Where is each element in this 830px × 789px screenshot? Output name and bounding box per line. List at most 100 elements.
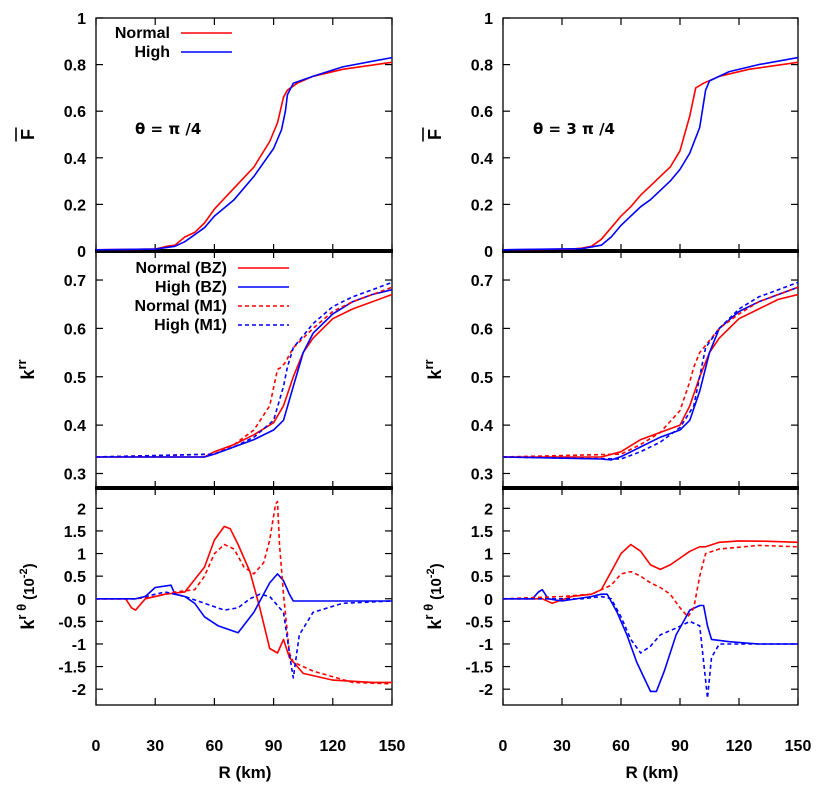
y-tick-label: 0.4 bbox=[64, 151, 86, 168]
y-tick-label: 0.5 bbox=[64, 370, 86, 387]
y-tick-label: -1 bbox=[72, 637, 86, 654]
y-tick-label: 1 bbox=[484, 11, 493, 28]
series-line-high-p1 bbox=[503, 56, 798, 251]
y-axis-label-krt-base: k bbox=[18, 619, 38, 630]
y-tick-label: 0.2 bbox=[471, 197, 493, 214]
series-line-normal-bz-p2 bbox=[96, 293, 392, 458]
x-axis-label-left: R (km) bbox=[219, 763, 272, 782]
series-line-normal-m1-p2 bbox=[96, 286, 392, 458]
y-tick-label: 0.6 bbox=[64, 321, 86, 338]
x-tick-label: 60 bbox=[206, 738, 224, 755]
x-tick-label: 120 bbox=[319, 738, 346, 755]
x-tick-label: 90 bbox=[265, 738, 283, 755]
panel-frame-1-1 bbox=[502, 250, 799, 489]
x-tick-label: 60 bbox=[612, 738, 630, 755]
y-tick-label: -1 bbox=[479, 637, 493, 654]
text-layer: θ = π /4 θ = 3 π /4 R (km) R (km) 0 0.2 0.… bbox=[14, 11, 811, 782]
y-axis-label-F-text: F bbox=[18, 129, 38, 140]
legend-top-label: Normal bbox=[115, 25, 170, 42]
y-tick-label: 0.4 bbox=[471, 418, 493, 435]
y-tick-label: 1.5 bbox=[471, 524, 493, 541]
y-tick-label: 1 bbox=[484, 547, 493, 564]
y-tick-label: 1.5 bbox=[64, 524, 86, 541]
y-axis-label-krr-base: k bbox=[425, 369, 445, 380]
y-axis-label-krr: krr bbox=[421, 359, 445, 379]
series-line-normal-m1-p3 bbox=[503, 286, 798, 458]
y-tick-label: 0 bbox=[484, 244, 493, 261]
y-tick-label: 0.5 bbox=[64, 569, 86, 586]
x-tick-label: 30 bbox=[553, 738, 571, 755]
y-tick-label: 0.5 bbox=[471, 370, 493, 387]
y-axis-label-krr-sup: rr bbox=[14, 359, 29, 369]
legend-mid-label: High (BZ) bbox=[155, 279, 227, 296]
y-tick-label: 0.3 bbox=[471, 466, 493, 483]
y-tick-label: 0.8 bbox=[471, 58, 493, 75]
y-axis-label-krt-base: k bbox=[425, 619, 445, 630]
x-tick-label: 90 bbox=[671, 738, 689, 755]
y-axis-label-krr-base: k bbox=[18, 369, 38, 380]
y-axis-label-krt: kr θ (10-2) bbox=[14, 563, 38, 629]
y-axis-label-krt-unit: (10 bbox=[428, 578, 445, 600]
y-tick-label: -2 bbox=[72, 682, 86, 699]
y-tick-label: 1 bbox=[77, 11, 86, 28]
y-tick-label: -0.5 bbox=[58, 614, 86, 631]
y-tick-label: 0.3 bbox=[64, 466, 86, 483]
y-axis-label-krr-sup: rr bbox=[421, 359, 436, 369]
x-tick-label: 150 bbox=[379, 738, 406, 755]
y-axis-label-krt-text: kr θ (10-2) bbox=[14, 563, 38, 629]
y-axis-label-krt-unit: (10 bbox=[21, 578, 38, 600]
y-tick-label: 0.8 bbox=[64, 58, 86, 75]
y-tick-label: 0.6 bbox=[64, 104, 86, 121]
y-axis-label-krt-unit-exp: -2 bbox=[18, 568, 30, 578]
series-line-normal-m1-p4 bbox=[96, 500, 392, 685]
y-axis-label-krt-text: kr θ (10-2) bbox=[421, 563, 445, 629]
annotation-left: θ = π /4 bbox=[135, 120, 201, 138]
y-tick-label: 0.7 bbox=[471, 273, 493, 290]
y-tick-label: 0 bbox=[484, 592, 493, 609]
y-axis-label-krt-sup: r θ bbox=[421, 604, 436, 620]
series-line-high-bz-p3 bbox=[503, 286, 798, 461]
y-tick-label: 0 bbox=[77, 244, 86, 261]
y-axis-label-F: F bbox=[422, 127, 445, 142]
legend-mid-label: Normal (BZ) bbox=[135, 260, 227, 277]
y-axis-label-krr-text: krr bbox=[421, 359, 445, 379]
y-axis-label-F-text: F bbox=[425, 129, 445, 140]
panel-frame-0-2 bbox=[95, 487, 393, 706]
series-line-high-p0 bbox=[96, 56, 392, 251]
y-axis-label-krr: krr bbox=[14, 359, 38, 379]
y-tick-label: 0 bbox=[77, 592, 86, 609]
series-line-high-m1-p4 bbox=[96, 591, 392, 679]
x-tick-label: 150 bbox=[785, 738, 812, 755]
y-tick-label: 0.4 bbox=[471, 151, 493, 168]
x-tick-label: 0 bbox=[499, 738, 508, 755]
series-line-high-m1-p3 bbox=[503, 281, 798, 460]
series-line-normal-m1-p5 bbox=[503, 544, 798, 618]
y-tick-label: 0.6 bbox=[471, 104, 493, 121]
series-line-high-bz-p4 bbox=[96, 573, 392, 634]
y-axis-label-krt: kr θ (10-2) bbox=[421, 563, 445, 629]
legend-mid-label: High (M1) bbox=[154, 317, 227, 334]
y-axis-label-krt-unit-close: ) bbox=[21, 563, 38, 568]
y-tick-label: 0.4 bbox=[64, 418, 86, 435]
series-line-normal-bz-p5 bbox=[503, 540, 798, 605]
x-tick-label: 120 bbox=[726, 738, 753, 755]
x-tick-label: 30 bbox=[146, 738, 164, 755]
y-tick-label: -1.5 bbox=[465, 660, 493, 677]
annotation-right: θ = 3 π /4 bbox=[533, 120, 615, 138]
series-line-high-m1-p5 bbox=[503, 595, 798, 699]
y-tick-label: 2 bbox=[484, 501, 493, 518]
y-tick-label: -0.5 bbox=[465, 614, 493, 631]
series-line-normal-bz-p4 bbox=[96, 525, 392, 684]
series-line-high-bz-p5 bbox=[503, 588, 798, 693]
y-axis-label-krt-sup: r θ bbox=[14, 604, 29, 620]
legend-mid-label: Normal (M1) bbox=[135, 298, 227, 315]
y-axis-label-F: F bbox=[15, 127, 38, 142]
legend-top-label: High bbox=[134, 44, 170, 61]
y-tick-label: 0.2 bbox=[64, 197, 86, 214]
y-axis-label-krt-unit-close: ) bbox=[428, 563, 445, 568]
legend-layer: Normal High Normal (BZ) High (BZ) Normal (M1… bbox=[115, 25, 289, 334]
y-tick-label: 2 bbox=[77, 501, 86, 518]
series-line-normal-bz-p3 bbox=[503, 293, 798, 458]
y-axis-label-krt-unit-exp: -2 bbox=[425, 568, 437, 578]
